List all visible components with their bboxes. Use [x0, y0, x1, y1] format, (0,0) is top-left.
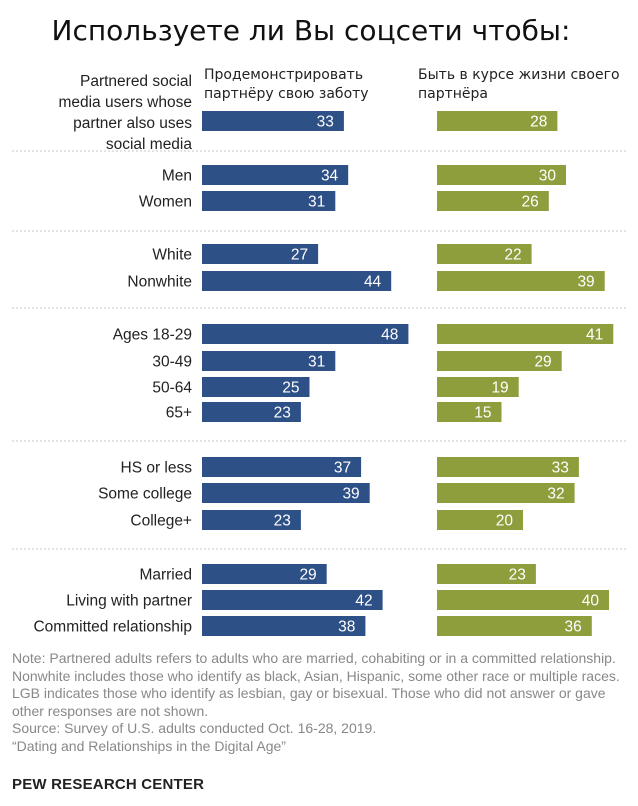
data-label-series-1: 48 — [381, 327, 398, 344]
bar-series-2 — [437, 324, 614, 344]
data-label-series-2: 22 — [504, 247, 521, 264]
bar-series-2 — [437, 616, 592, 636]
data-label-series-2: 15 — [474, 405, 491, 422]
data-label-series-1: 38 — [338, 619, 355, 636]
bar-series-2 — [437, 191, 549, 211]
legend-series-1: Продемонстрировать партнёру свою заботу — [204, 67, 369, 102]
data-label-series-2: 41 — [586, 327, 603, 344]
category-label: White — [152, 247, 192, 264]
category-label: Married — [139, 567, 192, 584]
category-label: Nonwhite — [127, 274, 192, 291]
bar-series-2 — [437, 402, 502, 422]
data-label-series-2: 23 — [509, 567, 526, 584]
data-label-series-1: 33 — [317, 114, 334, 131]
data-label-series-1: 37 — [334, 460, 351, 477]
data-label-series-2: 32 — [547, 486, 564, 503]
data-label-series-1: 31 — [308, 194, 325, 211]
bar-series-2 — [437, 457, 579, 477]
data-label-series-2: 30 — [539, 168, 557, 185]
data-label-series-2: 29 — [534, 354, 551, 371]
data-label-series-2: 26 — [522, 194, 539, 211]
bar-series-2 — [437, 165, 566, 185]
notes: Note: Partnered adults refers to adults … — [12, 650, 624, 755]
chart: Продемонстрировать партнёру свою заботу Бы… — [12, 67, 626, 636]
bar-series-2 — [437, 590, 609, 610]
bar-series-1 — [202, 483, 370, 503]
bar-series-1 — [202, 402, 301, 422]
bar-series-1 — [202, 165, 349, 185]
category-label: Living with partner — [66, 593, 192, 610]
bar-series-1 — [202, 111, 344, 131]
report-title: “Dating and Relationships in the Digital… — [12, 737, 286, 754]
bar-series-2 — [437, 564, 536, 584]
data-label-series-1: 31 — [308, 354, 325, 371]
data-label-series-2: 39 — [577, 274, 594, 291]
data-label-series-1: 25 — [282, 380, 299, 397]
bar-series-1 — [202, 510, 301, 530]
data-label-series-1: 29 — [299, 567, 316, 584]
category-label: HS or less — [121, 460, 193, 477]
bar-series-2 — [437, 244, 532, 264]
bar-series-1 — [202, 377, 310, 397]
legend-series-2: Быть в курсе жизни своего партнёра — [418, 67, 620, 102]
data-label-series-2: 40 — [582, 593, 600, 610]
data-label-series-2: 19 — [491, 380, 508, 397]
bar-series-1 — [202, 191, 336, 211]
category-label: Committed relationship — [33, 619, 192, 636]
data-label-series-1: 23 — [274, 405, 291, 422]
data-label-series-2: 20 — [496, 513, 514, 530]
data-label-series-1: 34 — [321, 168, 339, 185]
bar-series-1 — [202, 564, 327, 584]
bar-series-1 — [202, 271, 392, 291]
category-label: College+ — [130, 513, 192, 530]
data-label-series-2: 28 — [530, 114, 547, 131]
category-label: Men — [162, 168, 192, 185]
data-label-series-1: 27 — [291, 247, 308, 264]
brand-logo-text: PEW RESEARCH CENTER — [12, 776, 205, 793]
category-label: Partnered social media users whose partner… — [58, 73, 192, 153]
data-label-series-1: 23 — [274, 513, 291, 530]
category-label: Women — [139, 194, 192, 211]
bar-series-1 — [202, 457, 362, 477]
category-label: Ages 18-29 — [113, 327, 192, 344]
bar-series-2 — [437, 111, 558, 131]
data-label-series-1: 44 — [364, 274, 382, 291]
bar-series-1 — [202, 590, 383, 610]
bar-series-1 — [202, 616, 366, 636]
category-label: 50-64 — [152, 380, 192, 397]
bar-series-1 — [202, 324, 409, 344]
category-label: Some college — [98, 486, 192, 503]
data-label-series-1: 39 — [342, 486, 359, 503]
bar-series-1 — [202, 244, 319, 264]
data-label-series-2: 33 — [552, 460, 569, 477]
bar-series-1 — [202, 351, 336, 371]
bar-series-2 — [437, 483, 575, 503]
category-label: 65+ — [166, 405, 192, 422]
bar-series-2 — [437, 351, 562, 371]
data-label-series-1: 42 — [355, 593, 372, 610]
bar-series-2 — [437, 377, 519, 397]
bar-series-2 — [437, 510, 523, 530]
chart-title: Используете ли Вы соцсети чтобы: — [51, 14, 571, 47]
note-text: Note: Partnered adults refers to adults … — [12, 650, 620, 719]
category-label: 30-49 — [152, 354, 192, 371]
source-text: Source: Survey of U.S. adults conducted … — [12, 720, 377, 736]
data-label-series-2: 36 — [565, 619, 582, 636]
bar-series-2 — [437, 271, 605, 291]
